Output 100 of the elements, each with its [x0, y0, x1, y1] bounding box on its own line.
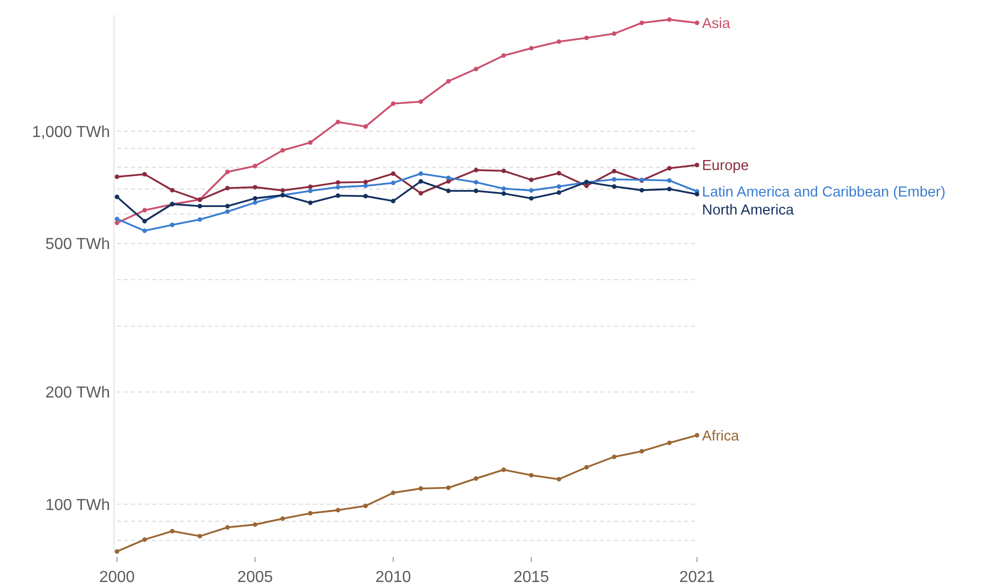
- point: [612, 184, 616, 189]
- point: [446, 486, 451, 490]
- point: [501, 191, 506, 196]
- point: [556, 39, 562, 44]
- point: [556, 190, 562, 195]
- point: [446, 188, 451, 194]
- point: [640, 448, 644, 454]
- point: [142, 218, 147, 224]
- point: [418, 99, 424, 104]
- point: [252, 522, 258, 527]
- point: [556, 476, 562, 482]
- point: [529, 46, 534, 50]
- point: [390, 490, 396, 496]
- point: [640, 20, 644, 26]
- point: [198, 217, 202, 222]
- point: [336, 193, 340, 198]
- point: [170, 222, 174, 228]
- point: [252, 164, 258, 168]
- point: [114, 220, 120, 226]
- point: [446, 176, 451, 180]
- point: [501, 186, 506, 191]
- x-tick-label: 2015: [513, 569, 550, 586]
- point: [198, 204, 202, 208]
- point: [308, 510, 313, 516]
- point: [474, 168, 478, 172]
- x-tick-label: 2021: [679, 569, 715, 586]
- point: [225, 525, 230, 530]
- point: [363, 180, 368, 184]
- point: [418, 171, 424, 176]
- point: [114, 194, 120, 200]
- series-label: Asia: [702, 16, 732, 32]
- point: [390, 198, 396, 204]
- point: [363, 124, 368, 129]
- point: [556, 184, 562, 189]
- point: [336, 180, 340, 185]
- point: [694, 192, 700, 196]
- point: [694, 162, 700, 168]
- point: [252, 184, 258, 190]
- point: [225, 170, 230, 174]
- point: [142, 208, 147, 213]
- point: [667, 440, 672, 446]
- point: [336, 508, 340, 512]
- point: [114, 549, 120, 554]
- point: [501, 468, 506, 472]
- point: [225, 209, 230, 214]
- point: [612, 454, 616, 460]
- point: [142, 228, 147, 234]
- point: [114, 174, 120, 180]
- point: [142, 172, 147, 176]
- point: [225, 186, 230, 190]
- point: [390, 171, 396, 176]
- y-tick-label: 1,000 TWh: [32, 124, 110, 141]
- point: [640, 188, 644, 192]
- point: [418, 191, 424, 196]
- x-tick-label: 2005: [237, 569, 273, 586]
- point: [474, 476, 478, 481]
- x-tick-label: 2000: [99, 569, 135, 586]
- point: [529, 178, 534, 182]
- point: [501, 168, 506, 174]
- y-tick-label: 500 TWh: [45, 236, 110, 254]
- point: [612, 31, 616, 36]
- point: [308, 200, 313, 206]
- point: [225, 204, 230, 208]
- x-tick-label: 2010: [375, 569, 412, 586]
- point: [363, 194, 368, 198]
- point: [280, 148, 285, 153]
- point: [390, 101, 396, 106]
- point: [170, 188, 174, 192]
- point: [584, 36, 589, 40]
- point: [390, 180, 396, 186]
- point: [474, 180, 478, 184]
- series-label: Europe: [702, 158, 749, 174]
- point: [252, 200, 258, 205]
- point: [363, 504, 368, 508]
- point: [474, 66, 478, 72]
- point: [584, 465, 589, 470]
- point: [694, 20, 700, 26]
- series-label: Africa: [702, 428, 740, 444]
- point: [667, 17, 672, 22]
- point: [529, 472, 534, 478]
- series-label: Latin America and Caribbean (Ember): [702, 184, 946, 200]
- y-tick-label: 200 TWh: [45, 384, 110, 402]
- point: [308, 184, 313, 189]
- point: [418, 179, 424, 184]
- point: [529, 196, 534, 201]
- point: [252, 196, 258, 201]
- point: [612, 177, 616, 182]
- point: [142, 537, 147, 542]
- point: [612, 168, 616, 174]
- point: [446, 78, 451, 84]
- point: [198, 534, 202, 538]
- point: [529, 188, 534, 193]
- point: [556, 170, 562, 176]
- point: [114, 216, 120, 222]
- point: [308, 140, 313, 145]
- point: [667, 186, 672, 192]
- point: [170, 528, 174, 534]
- point: [667, 166, 672, 170]
- point: [308, 188, 313, 194]
- point: [418, 486, 424, 491]
